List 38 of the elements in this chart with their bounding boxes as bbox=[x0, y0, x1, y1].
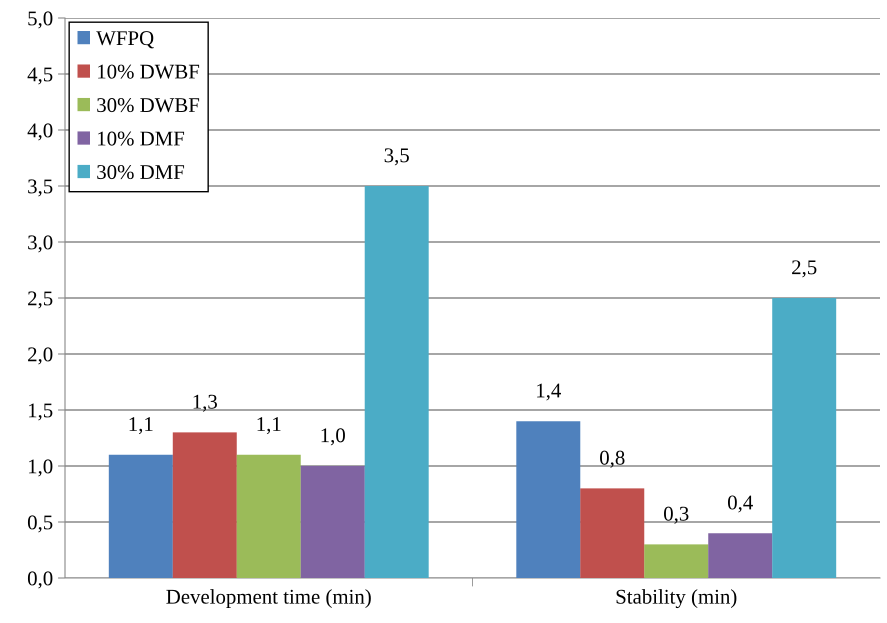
y-tick-label: 1,0 bbox=[28, 459, 52, 476]
bar bbox=[172, 432, 237, 578]
legend-label: WFPQ bbox=[96, 31, 154, 48]
y-tick-label: 3,0 bbox=[28, 235, 52, 252]
bar bbox=[708, 533, 772, 578]
y-tick-label: 0,0 bbox=[28, 571, 52, 588]
bar bbox=[644, 544, 708, 578]
data-label: 0,3 bbox=[664, 506, 688, 524]
data-label: 2,5 bbox=[792, 260, 816, 278]
y-tick-label: 4,5 bbox=[28, 68, 52, 84]
x-tick-label: Stability (min) bbox=[616, 589, 736, 608]
bar bbox=[772, 298, 836, 578]
data-label: 1,1 bbox=[130, 417, 153, 434]
legend-label: 30% DMF bbox=[97, 165, 184, 180]
data-label: 0,4 bbox=[728, 495, 753, 513]
bar bbox=[516, 421, 580, 578]
bar bbox=[580, 488, 644, 578]
y-tick-label: 2,5 bbox=[28, 291, 52, 308]
y-tick-label: 1,5 bbox=[28, 403, 52, 420]
bar bbox=[108, 454, 173, 578]
y-tick-label: 5,0 bbox=[28, 11, 52, 28]
data-label: 1,3 bbox=[194, 394, 217, 412]
data-label: 1,1 bbox=[258, 417, 281, 434]
y-tick-label: 3,5 bbox=[28, 179, 52, 196]
legend-label: 10% DWBF bbox=[98, 64, 200, 79]
data-label: 0,8 bbox=[600, 450, 624, 468]
bar bbox=[364, 186, 429, 578]
bar bbox=[300, 466, 365, 578]
legend-label: 30% DWBF bbox=[97, 98, 200, 112]
y-tick-label: 2,0 bbox=[28, 347, 52, 364]
bar bbox=[236, 454, 301, 578]
y-tick-label: 4,0 bbox=[28, 123, 52, 140]
legend-label: 10% DMF bbox=[98, 132, 184, 146]
data-label: 1,4 bbox=[537, 384, 561, 401]
y-tick-label: 0,5 bbox=[28, 515, 52, 532]
data-label: 1,0 bbox=[322, 428, 345, 446]
data-label: 3,5 bbox=[384, 148, 409, 166]
x-tick-label: Development time (min) bbox=[166, 589, 371, 608]
